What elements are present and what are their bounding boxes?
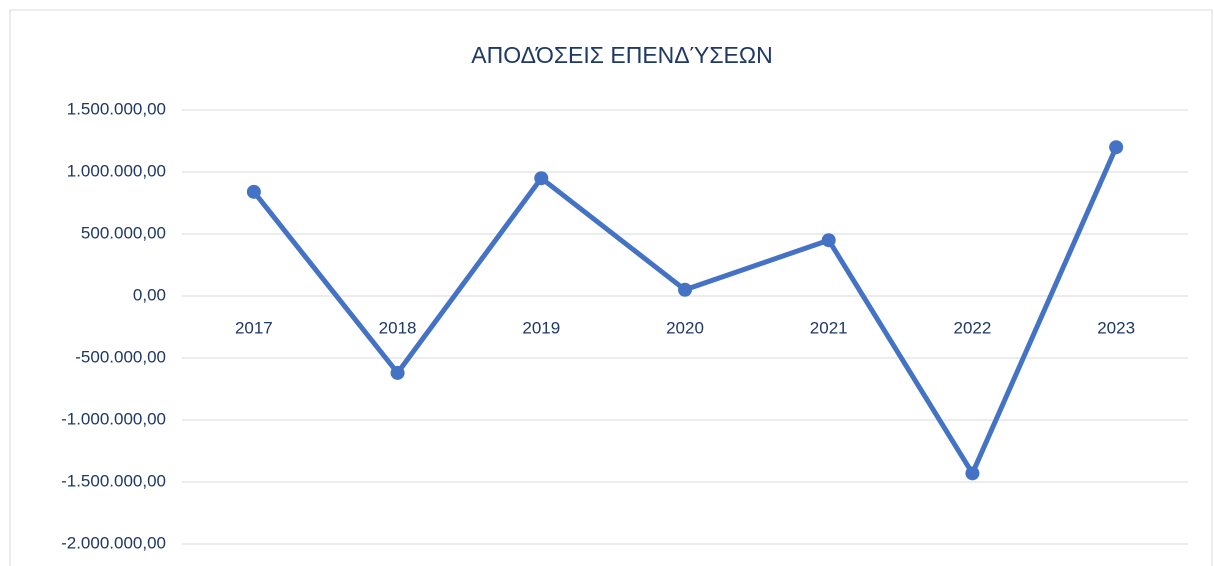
y-tick-label: 0,00 xyxy=(133,285,166,304)
y-tick-label: 500.000,00 xyxy=(81,223,166,242)
x-tick-label: 2023 xyxy=(1097,318,1135,337)
x-tick-label: 2022 xyxy=(954,318,992,337)
marker xyxy=(678,282,692,297)
chart-title: ΑΠΟΔΌΣΕΙΣ ΕΠΕΝΔΎΣΕΩΝ xyxy=(471,42,772,68)
y-tick-label: 1.500.000,00 xyxy=(67,99,166,118)
marker xyxy=(390,365,405,380)
marker xyxy=(1109,140,1124,155)
y-tick-label: -1.500.000,00 xyxy=(61,471,166,490)
x-tick-label: 2018 xyxy=(379,318,417,337)
y-tick-label: 1.000.000,00 xyxy=(67,161,166,180)
x-tick-label: 2021 xyxy=(810,318,848,337)
y-tick-label: -2.000.000,00 xyxy=(61,533,166,552)
chart-border xyxy=(9,9,1213,566)
y-tick-label: -1.000.000,00 xyxy=(61,409,166,428)
marker xyxy=(246,184,261,199)
marker xyxy=(965,466,980,481)
marker xyxy=(534,171,549,186)
marker xyxy=(821,233,836,248)
x-tick-label: 2019 xyxy=(522,318,560,337)
x-tick-label: 2017 xyxy=(235,318,273,337)
line xyxy=(251,146,1119,476)
x-tick-label: 2020 xyxy=(666,318,704,337)
y-tick-label: -500.000,00 xyxy=(75,347,166,366)
